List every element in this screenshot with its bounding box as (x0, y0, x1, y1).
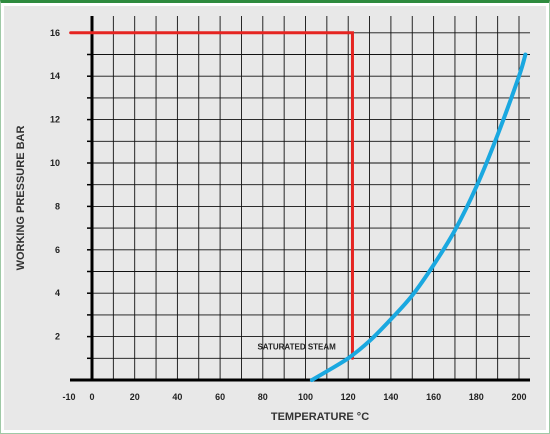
x-tick-label: 80 (258, 392, 268, 402)
axes (70, 16, 530, 382)
x-tick-label: -10 (62, 392, 75, 402)
x-axis-title: TEMPERATURE °C (271, 411, 369, 423)
y-tick-label: 10 (50, 158, 60, 168)
y-tick-label: 4 (55, 288, 60, 298)
grid-lines (92, 16, 530, 380)
x-tick-label: 60 (215, 392, 225, 402)
y-tick-label: 6 (55, 245, 60, 255)
x-tick-label: 160 (426, 392, 441, 402)
y-tick-label: 14 (50, 71, 60, 81)
x-tick-label: 0 (89, 392, 94, 402)
y-tick-label: 8 (55, 201, 60, 211)
y-tick-label: 16 (50, 28, 60, 38)
y-tick-label: 12 (50, 115, 60, 125)
x-tick-label: 20 (130, 392, 140, 402)
chart-panel (4, 6, 546, 430)
x-tick-label: 100 (298, 392, 313, 402)
series-lines (69, 31, 528, 382)
saturated-steam-limit-line (69, 31, 354, 360)
x-tick-label: 40 (172, 392, 182, 402)
x-tick-label: 180 (469, 392, 484, 402)
annotation-label: SATURATED STEAM (257, 342, 336, 351)
x-tick-label: 140 (383, 392, 398, 402)
tick-labels: -10 0 20 40 60 80 100 120 140 160 180 200 2 4 6 8 10 12 14… (50, 28, 527, 402)
x-tick-label: 120 (341, 392, 356, 402)
y-tick-label: 2 (55, 332, 60, 342)
x-tick-label: 200 (511, 392, 526, 402)
y-axis-title: WORKING PRESSURE BAR (15, 126, 27, 271)
saturation-curve (309, 52, 528, 382)
